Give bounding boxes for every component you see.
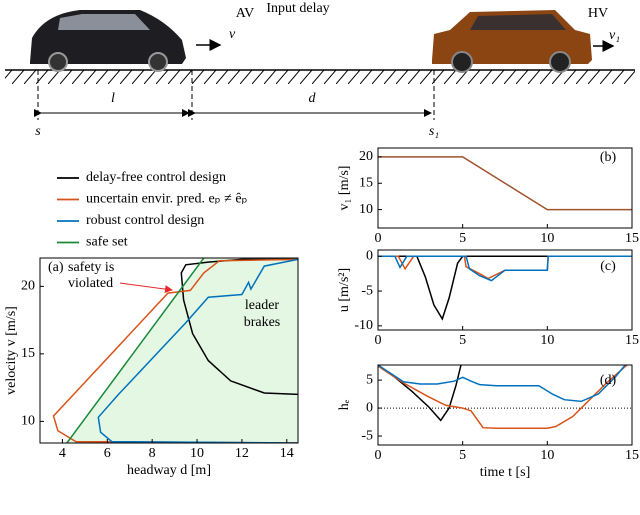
axes-box	[377, 364, 633, 446]
x-tick-label: 12	[235, 446, 249, 461]
series-line	[97, 258, 298, 443]
plot-area	[378, 365, 632, 429]
series-line	[378, 156, 632, 211]
panel-label: (b)	[600, 150, 617, 165]
y-tick-label: 15	[359, 175, 373, 190]
y-tick-label: 20	[359, 149, 373, 164]
y-tick-label: -5	[361, 283, 373, 298]
delay-label: Input delay	[266, 1, 329, 16]
x-tick-label: 5	[459, 231, 466, 246]
x-tick-label: 15	[625, 231, 639, 246]
x-tick-label: 6	[104, 446, 111, 461]
annotation: leader	[245, 298, 280, 313]
safe-set-fill	[66, 258, 298, 443]
annotation: violated	[68, 276, 113, 291]
x-tick-label: 8	[149, 446, 156, 461]
y-tick-label: 0	[366, 248, 373, 263]
annotation: safety is	[68, 260, 114, 275]
s1-label: s₁	[429, 124, 439, 139]
panel-label: (c)	[600, 259, 616, 274]
x-tick-label: 0	[375, 333, 382, 348]
y-axis-label: u [m/s²]	[337, 268, 352, 312]
legend-label: robust control design	[86, 213, 204, 228]
legend-label: uncertain envir. pred. eₚ ≠ êₚ	[86, 192, 248, 207]
x-tick-label: 10	[540, 333, 554, 348]
plot-area	[378, 156, 632, 211]
series-line	[378, 365, 626, 403]
x-tick-label: 0	[375, 231, 382, 246]
hv-car	[432, 10, 592, 73]
series-line	[378, 255, 632, 321]
axes-box	[39, 257, 299, 444]
road-diagram: AV Input delay HV v v₁ l d s s₁	[5, 1, 635, 139]
x-tick-label: 5	[459, 333, 466, 348]
x-tick-label: 14	[280, 446, 294, 461]
x-tick-label: 15	[625, 448, 639, 463]
axes-box	[377, 249, 633, 331]
s-label: s	[35, 124, 41, 139]
series-line	[378, 255, 632, 280]
y-tick-label: 10	[21, 414, 35, 429]
v1-label: v₁	[609, 28, 620, 43]
y-tick-label: -5	[361, 428, 373, 443]
panel-label: (d)	[600, 373, 617, 388]
av-car	[30, 10, 186, 72]
x-axis-label: headway d [m]	[127, 463, 211, 478]
y-tick-label: 15	[21, 346, 35, 361]
x-tick-label: 4	[59, 446, 66, 461]
y-axis-label: hₑ	[337, 399, 352, 410]
d-label: d	[309, 91, 317, 106]
series-line	[66, 258, 205, 443]
y-tick-label: 0	[366, 400, 373, 415]
x-axis-label: time t [s]	[480, 465, 531, 480]
x-tick-label: 10	[540, 231, 554, 246]
x-tick-label: 10	[540, 448, 554, 463]
x-tick-label: 5	[459, 448, 466, 463]
series-line	[378, 365, 628, 429]
plot-area	[52, 258, 298, 443]
y-tick-label: 20	[21, 279, 35, 294]
y-tick-label: -10	[354, 318, 373, 333]
axes-box	[377, 147, 633, 229]
panel-label: (a)	[48, 260, 64, 275]
ground-hatch	[5, 70, 635, 84]
legend-label: delay-free control design	[86, 170, 226, 185]
plot-area	[378, 255, 632, 321]
y-axis-label: v₁ [m/s]	[337, 166, 352, 211]
x-tick-label: 0	[375, 448, 382, 463]
av-label: AV	[236, 6, 254, 21]
annotation: brakes	[244, 315, 281, 330]
violation-arrow	[119, 282, 173, 294]
legend-label: safe set	[86, 235, 128, 250]
series-line	[52, 258, 298, 443]
x-tick-label: 15	[625, 333, 639, 348]
hv-label: HV	[588, 6, 608, 21]
y-tick-label: 10	[359, 202, 373, 217]
y-tick-label: 5	[366, 372, 373, 387]
l-label: l	[111, 91, 115, 106]
v-label: v	[229, 27, 236, 42]
x-tick-label: 10	[190, 446, 204, 461]
y-axis-label: velocity v [m/s]	[4, 306, 19, 395]
series-line	[378, 255, 632, 282]
